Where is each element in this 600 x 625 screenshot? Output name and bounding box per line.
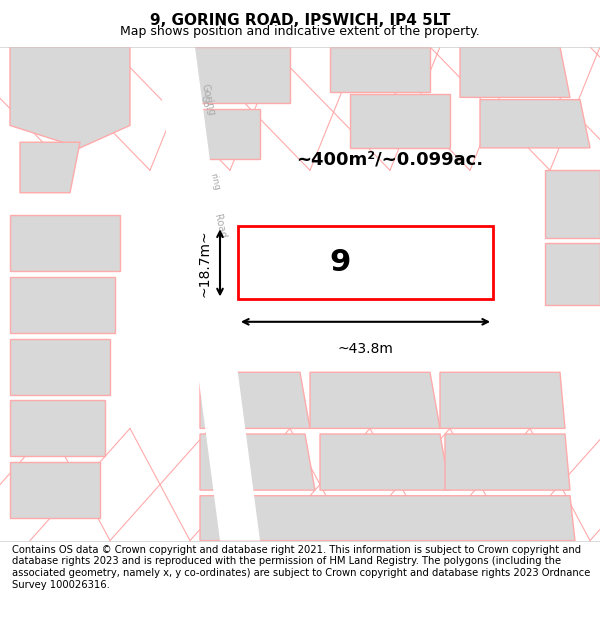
Polygon shape [350,94,450,148]
Polygon shape [10,462,100,518]
Polygon shape [10,277,115,333]
Text: ring: ring [209,172,221,191]
Polygon shape [460,47,570,98]
Polygon shape [200,372,310,428]
Polygon shape [320,434,450,490]
Polygon shape [180,109,260,159]
Text: ~43.8m: ~43.8m [338,342,394,356]
Text: ~400m²/~0.099ac.: ~400m²/~0.099ac. [296,150,484,168]
Text: 9, GORING ROAD, IPSWICH, IP4 5LT: 9, GORING ROAD, IPSWICH, IP4 5LT [150,13,450,28]
Polygon shape [180,47,290,103]
Polygon shape [10,215,120,271]
Polygon shape [480,99,590,148]
Text: Go-: Go- [199,94,211,112]
Bar [238,226,493,299]
Text: ~18.7m~: ~18.7m~ [198,229,212,297]
Polygon shape [440,372,565,428]
Polygon shape [330,47,430,92]
Polygon shape [445,434,570,490]
Polygon shape [10,339,110,395]
Polygon shape [10,401,105,456]
Polygon shape [310,372,440,428]
Polygon shape [545,170,600,238]
Text: Goring: Goring [199,82,217,116]
Text: 9: 9 [329,248,350,278]
Text: Road: Road [212,214,227,239]
Polygon shape [10,47,130,148]
Polygon shape [545,243,600,305]
Polygon shape [20,142,80,192]
Text: Contains OS data © Crown copyright and database right 2021. This information is : Contains OS data © Crown copyright and d… [12,545,590,589]
Text: Map shows position and indicative extent of the property.: Map shows position and indicative extent… [120,26,480,39]
Polygon shape [200,496,575,541]
Polygon shape [155,47,260,541]
Polygon shape [200,434,315,490]
